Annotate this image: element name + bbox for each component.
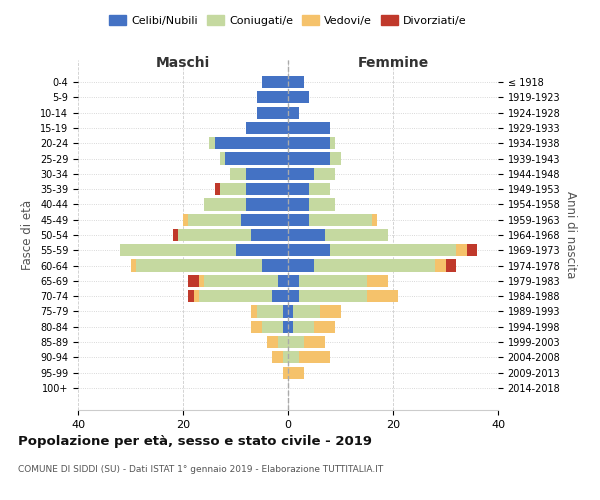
Bar (304, 336, 325, 348)
Bar (215, 137, 288, 149)
Text: COMUNE DI SIDDI (SU) - Dati ISTAT 1° gennaio 2019 - Elaborazione TUTTITALIA.IT: COMUNE DI SIDDI (SU) - Dati ISTAT 1° gen… (18, 465, 383, 474)
Bar (277, 336, 288, 348)
Bar (209, 137, 215, 149)
Bar (367, 275, 388, 287)
Bar (204, 275, 277, 287)
Bar (262, 76, 288, 88)
Bar (283, 352, 288, 364)
Bar (199, 275, 204, 287)
Bar (246, 198, 288, 210)
Bar (288, 168, 314, 180)
Bar (288, 320, 293, 333)
Bar (293, 306, 320, 318)
Bar (320, 306, 341, 318)
Bar (309, 198, 335, 210)
Bar (251, 320, 262, 333)
Bar (188, 214, 241, 226)
Bar (330, 244, 456, 256)
Legend: Celibi/Nubili, Coniugati/e, Vedovi/e, Divorziati/e: Celibi/Nubili, Coniugati/e, Vedovi/e, Di… (105, 10, 471, 30)
Bar (288, 366, 304, 379)
Bar (288, 352, 299, 364)
Bar (288, 152, 330, 164)
Text: Maschi: Maschi (156, 56, 210, 70)
Bar (299, 275, 367, 287)
Bar (262, 320, 283, 333)
Bar (262, 260, 288, 272)
Text: Popolazione per età, sesso e stato civile - 2019: Popolazione per età, sesso e stato civil… (18, 435, 372, 448)
Bar (299, 290, 367, 302)
Bar (193, 290, 199, 302)
Bar (272, 352, 283, 364)
Bar (299, 352, 330, 364)
Y-axis label: Fasce di età: Fasce di età (22, 200, 34, 270)
Bar (325, 229, 388, 241)
Bar (288, 106, 299, 118)
Bar (220, 152, 225, 164)
Bar (283, 306, 288, 318)
Bar (288, 336, 304, 348)
Bar (246, 122, 288, 134)
Bar (277, 275, 288, 287)
Bar (288, 260, 314, 272)
Bar (314, 260, 435, 272)
Bar (246, 168, 288, 180)
Bar (288, 198, 309, 210)
Bar (188, 275, 199, 287)
Bar (220, 183, 246, 195)
Bar (445, 260, 456, 272)
Bar (288, 137, 330, 149)
Bar (309, 183, 330, 195)
Bar (288, 91, 309, 104)
Bar (330, 137, 335, 149)
Bar (120, 244, 235, 256)
Bar (288, 229, 325, 241)
Bar (241, 214, 288, 226)
Bar (251, 229, 288, 241)
Bar (456, 244, 467, 256)
Bar (257, 306, 283, 318)
Bar (435, 260, 445, 272)
Bar (230, 168, 246, 180)
Bar (309, 214, 372, 226)
Bar (288, 183, 309, 195)
Bar (246, 183, 288, 195)
Bar (288, 290, 299, 302)
Bar (272, 290, 288, 302)
Bar (288, 214, 309, 226)
Bar (288, 306, 293, 318)
Bar (173, 229, 178, 241)
Bar (372, 214, 377, 226)
Bar (257, 106, 288, 118)
Bar (215, 183, 220, 195)
Bar (314, 320, 335, 333)
Text: Femmine: Femmine (358, 56, 428, 70)
Bar (288, 275, 299, 287)
Bar (130, 260, 136, 272)
Bar (330, 152, 341, 164)
Bar (225, 152, 288, 164)
Bar (199, 290, 272, 302)
Bar (188, 290, 193, 302)
Bar (283, 320, 288, 333)
Bar (204, 198, 246, 210)
Bar (136, 260, 262, 272)
Bar (288, 122, 330, 134)
Bar (467, 244, 477, 256)
Bar (293, 320, 314, 333)
Bar (183, 214, 188, 226)
Bar (367, 290, 398, 302)
Bar (288, 76, 304, 88)
Bar (235, 244, 288, 256)
Bar (267, 336, 277, 348)
Bar (288, 244, 330, 256)
Bar (314, 168, 335, 180)
Bar (178, 229, 251, 241)
Y-axis label: Anni di nascita: Anni di nascita (564, 192, 577, 278)
Bar (257, 91, 288, 104)
Bar (251, 306, 257, 318)
Bar (283, 366, 288, 379)
